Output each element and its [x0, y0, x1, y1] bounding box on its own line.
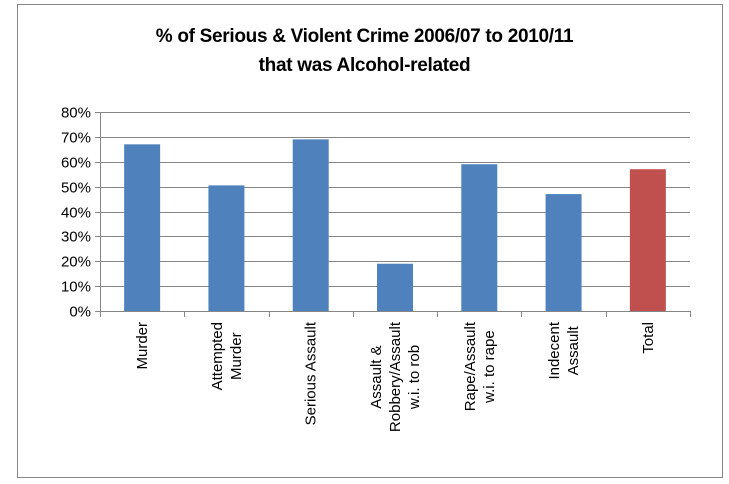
- y-tick-label: 70%: [61, 130, 91, 147]
- x-category-label-line: Serious Assault: [303, 321, 320, 425]
- y-tick-label: 30%: [61, 229, 91, 246]
- y-tick-label: 20%: [61, 254, 91, 271]
- x-category-label: Attempted Murder: [209, 322, 245, 390]
- bar: [545, 194, 582, 311]
- x-category-label: Serious Assault: [303, 321, 320, 425]
- bar: [124, 144, 161, 311]
- bar: [208, 185, 245, 311]
- x-category-label-line: Total: [640, 322, 657, 354]
- x-category-label-line: Murder: [228, 332, 245, 380]
- bar: [461, 164, 498, 311]
- x-category-label: Total: [640, 322, 657, 354]
- chart-title: % of Serious & Violent Crime 2006/07 to …: [0, 22, 729, 80]
- x-category-label: Assault & Robbery/Assault w.i. to rob: [368, 321, 423, 432]
- bar: [629, 169, 666, 311]
- x-category-label-line: Assault: [565, 325, 582, 375]
- chart-title-line-2: that was Alcohol-related: [258, 55, 471, 76]
- y-tick-label: 40%: [61, 205, 91, 222]
- x-category-label: Murder: [134, 322, 151, 370]
- x-category-label: Rape/Assault w.i. to rape: [462, 321, 498, 411]
- x-category-label-line: Murder: [134, 322, 151, 370]
- y-tick-label: 80%: [61, 105, 91, 122]
- y-tick-label: 60%: [61, 155, 91, 172]
- x-category-label-line: Robbery/Assault: [387, 321, 404, 432]
- x-category-label: Indecent Assault: [546, 321, 582, 379]
- x-category-label-line: w.i. to rob: [406, 345, 423, 410]
- y-tick-label: 0%: [69, 304, 91, 321]
- bar: [377, 263, 413, 311]
- x-category-label-line: w.i. to rape: [481, 330, 498, 404]
- y-tick-label: 10%: [61, 279, 91, 296]
- y-tick-label: 50%: [61, 180, 91, 197]
- x-category-label-line: Indecent: [546, 321, 563, 379]
- chart-title-line-1: % of Serious & Violent Crime 2006/07 to …: [155, 26, 574, 47]
- x-category-label-line: Attempted: [209, 322, 226, 390]
- x-category-label-line: Assault &: [368, 345, 385, 408]
- x-category-label-line: Rape/Assault: [462, 321, 479, 411]
- bar: [292, 139, 329, 311]
